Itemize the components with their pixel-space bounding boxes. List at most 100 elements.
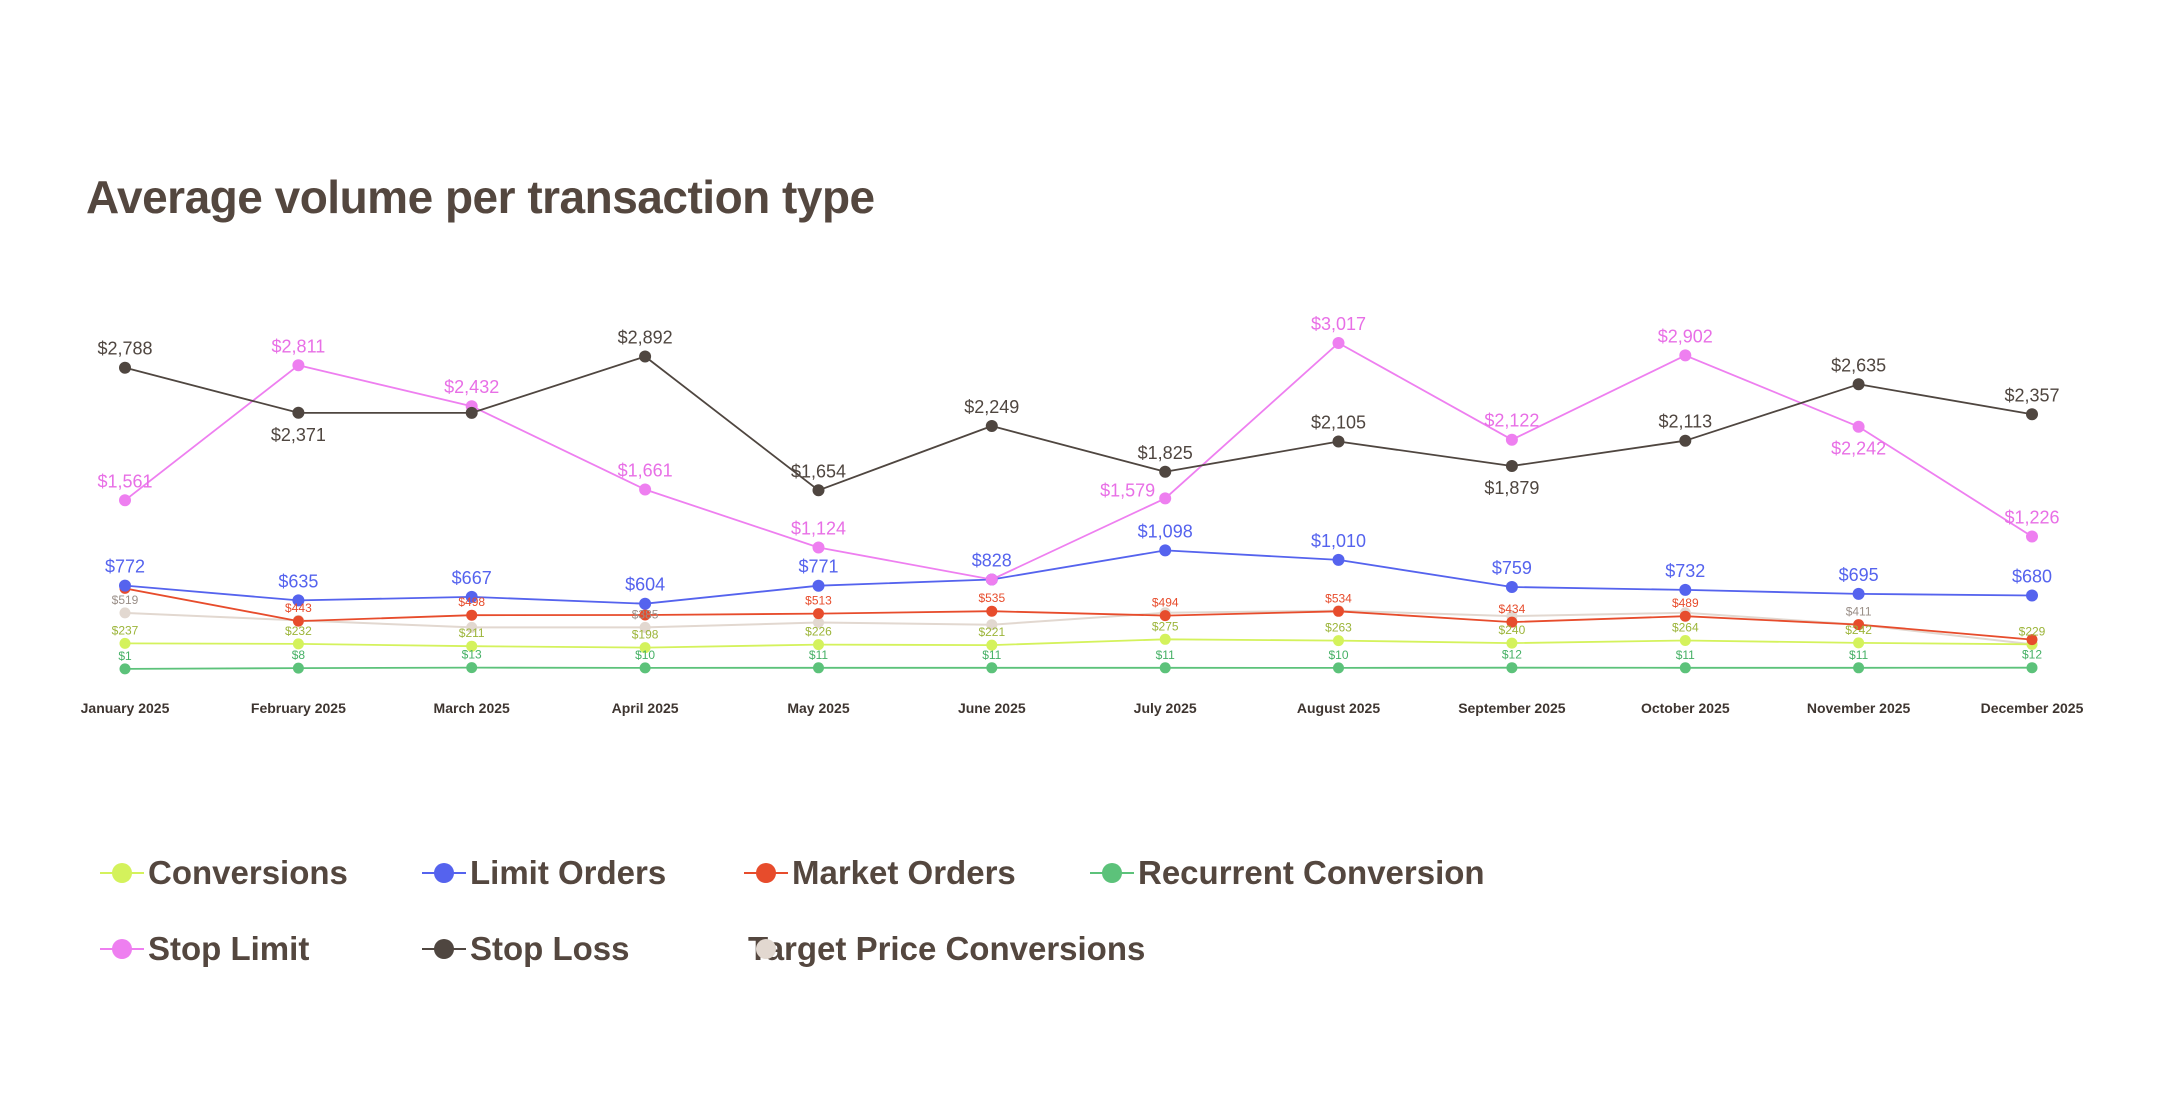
data-label-market-orders: $489 bbox=[1672, 596, 1699, 610]
data-point-conversions bbox=[1159, 633, 1171, 645]
series-line-target-price-conversions bbox=[124, 609, 2033, 646]
series-points bbox=[119, 337, 2038, 675]
data-point-target-price-conversions bbox=[466, 621, 478, 633]
data-label-limit-orders: $680 bbox=[2012, 567, 2052, 587]
data-point-limit-orders bbox=[1159, 544, 1172, 557]
data-point-recurrent-conversion bbox=[466, 662, 478, 674]
x-tick-label: May 2025 bbox=[787, 700, 849, 716]
data-label-stop-limit: $1,226 bbox=[2004, 508, 2059, 528]
data-label-recurrent-conversion: $13 bbox=[462, 648, 482, 662]
legend-item-target-price-conversions[interactable]: Target Price Conversions bbox=[744, 930, 1145, 968]
data-point-stop-loss bbox=[985, 420, 998, 432]
series-line-conversions bbox=[124, 638, 2033, 649]
data-label-target-price-conversions: $519 bbox=[112, 593, 139, 607]
data-point-market-orders bbox=[1679, 610, 1691, 622]
data-label-stop-limit: $1,579 bbox=[1100, 480, 1155, 500]
data-point-conversions bbox=[639, 642, 651, 654]
data-label-conversions: $240 bbox=[1499, 623, 1526, 637]
data-point-market-orders bbox=[986, 605, 998, 617]
data-label-stop-loss: $2,892 bbox=[618, 328, 673, 348]
data-point-limit-orders bbox=[1852, 587, 1865, 600]
data-point-market-orders bbox=[813, 608, 824, 620]
data-point-recurrent-conversion bbox=[119, 663, 131, 675]
legend-item-limit-orders[interactable]: Limit Orders bbox=[422, 854, 734, 892]
data-point-market-orders bbox=[292, 615, 304, 627]
data-label-limit-orders: $771 bbox=[798, 557, 838, 577]
data-label-stop-limit: $2,902 bbox=[1658, 326, 1713, 346]
data-label-conversions: $275 bbox=[1152, 619, 1179, 633]
data-label-stop-loss: $2,788 bbox=[97, 339, 152, 359]
data-label-stop-limit: $2,242 bbox=[1831, 439, 1886, 459]
data-point-stop-limit bbox=[1332, 337, 1345, 349]
legend-label: Stop Limit bbox=[148, 930, 310, 967]
data-point-stop-loss bbox=[1505, 460, 1518, 472]
x-tick-label: September 2025 bbox=[1458, 700, 1566, 716]
data-point-stop-loss bbox=[812, 484, 825, 497]
data-label-market-orders: $434 bbox=[1499, 602, 1526, 616]
data-point-stop-limit bbox=[639, 483, 652, 496]
data-point-limit-orders bbox=[119, 579, 131, 592]
data-point-stop-loss bbox=[465, 406, 478, 419]
data-label-recurrent-conversion: $11 bbox=[982, 648, 1001, 662]
data-label-market-orders: $513 bbox=[805, 594, 832, 608]
data-label-limit-orders: $604 bbox=[625, 575, 665, 595]
data-label-conversions: $229 bbox=[2019, 624, 2046, 638]
data-label-market-orders: $498 bbox=[458, 595, 485, 609]
data-label-stop-loss: $2,249 bbox=[964, 397, 1019, 417]
data-label-stop-limit: $2,811 bbox=[272, 336, 326, 356]
data-label-recurrent-conversion: $10 bbox=[1328, 648, 1348, 662]
chart-title: Average volume per transaction type bbox=[86, 171, 875, 223]
data-label-target-price-conversions: $411 bbox=[1846, 605, 1872, 619]
x-tick-label: January 2025 bbox=[81, 700, 170, 716]
x-axis-labels: January 2025 February 2025 March 2025 April… bbox=[81, 700, 2084, 716]
data-point-limit-orders bbox=[1505, 581, 1518, 593]
legend-swatch-icon bbox=[422, 937, 466, 961]
data-label-recurrent-conversion: $10 bbox=[635, 648, 655, 662]
data-point-stop-loss bbox=[639, 350, 652, 363]
data-point-limit-orders bbox=[1679, 583, 1692, 596]
data-point-target-price-conversions bbox=[639, 621, 651, 633]
data-label-market-orders: $535 bbox=[978, 591, 1005, 605]
data-point-stop-loss bbox=[1159, 465, 1172, 478]
data-label-recurrent-conversion: $11 bbox=[1849, 648, 1868, 662]
legend-label: Conversions bbox=[148, 854, 348, 891]
data-label-limit-orders: $732 bbox=[1665, 561, 1705, 581]
data-label-stop-loss: $2,635 bbox=[1831, 355, 1886, 375]
data-point-target-price-conversions bbox=[813, 617, 824, 628]
x-tick-label: August 2025 bbox=[1297, 700, 1380, 716]
data-label-recurrent-conversion: $12 bbox=[1502, 648, 1522, 662]
series-line-limit-orders bbox=[124, 549, 2033, 605]
legend: Conversions Limit Orders Market Orders Recu… bbox=[100, 835, 2000, 987]
data-label-conversions: $221 bbox=[978, 625, 1005, 639]
data-label-stop-loss: $2,371 bbox=[271, 425, 326, 445]
data-label-limit-orders: $1,098 bbox=[1138, 521, 1193, 541]
x-tick-label: April 2025 bbox=[612, 700, 679, 716]
data-point-limit-orders bbox=[639, 597, 652, 610]
data-label-conversions: $242 bbox=[1845, 623, 1872, 637]
legend-item-stop-limit[interactable]: Stop Limit bbox=[100, 930, 412, 968]
legend-item-stop-loss[interactable]: Stop Loss bbox=[422, 930, 734, 968]
data-point-limit-orders bbox=[292, 594, 305, 607]
data-label-recurrent-conversion: $11 bbox=[1156, 648, 1175, 662]
data-point-conversions bbox=[1679, 635, 1691, 646]
x-tick-label: July 2025 bbox=[1134, 700, 1197, 716]
legend-row: Stop Limit Stop Loss Target Price Conversi… bbox=[100, 911, 2000, 987]
data-label-conversions: $226 bbox=[805, 625, 832, 639]
legend-swatch-icon bbox=[100, 937, 144, 961]
data-point-recurrent-conversion bbox=[986, 662, 998, 674]
data-point-market-orders bbox=[1506, 616, 1518, 628]
series-line-market-orders bbox=[124, 587, 2033, 641]
legend-item-market-orders[interactable]: Market Orders bbox=[744, 854, 1080, 892]
data-point-limit-orders bbox=[465, 590, 478, 603]
legend-item-conversions[interactable]: Conversions bbox=[100, 854, 412, 892]
data-label-market-orders: $494 bbox=[1152, 596, 1179, 610]
data-label-limit-orders: $667 bbox=[452, 568, 492, 588]
data-label-limit-orders: $635 bbox=[278, 571, 318, 591]
legend-item-recurrent-conversion[interactable]: Recurrent Conversion bbox=[1090, 854, 1490, 892]
legend-label: Limit Orders bbox=[470, 854, 667, 891]
legend-swatch-icon bbox=[422, 861, 466, 885]
data-point-stop-loss bbox=[1852, 378, 1865, 391]
data-label-stop-loss: $1,654 bbox=[791, 461, 846, 481]
data-point-stop-loss bbox=[119, 361, 131, 374]
data-label-conversions: $211 bbox=[459, 626, 485, 640]
